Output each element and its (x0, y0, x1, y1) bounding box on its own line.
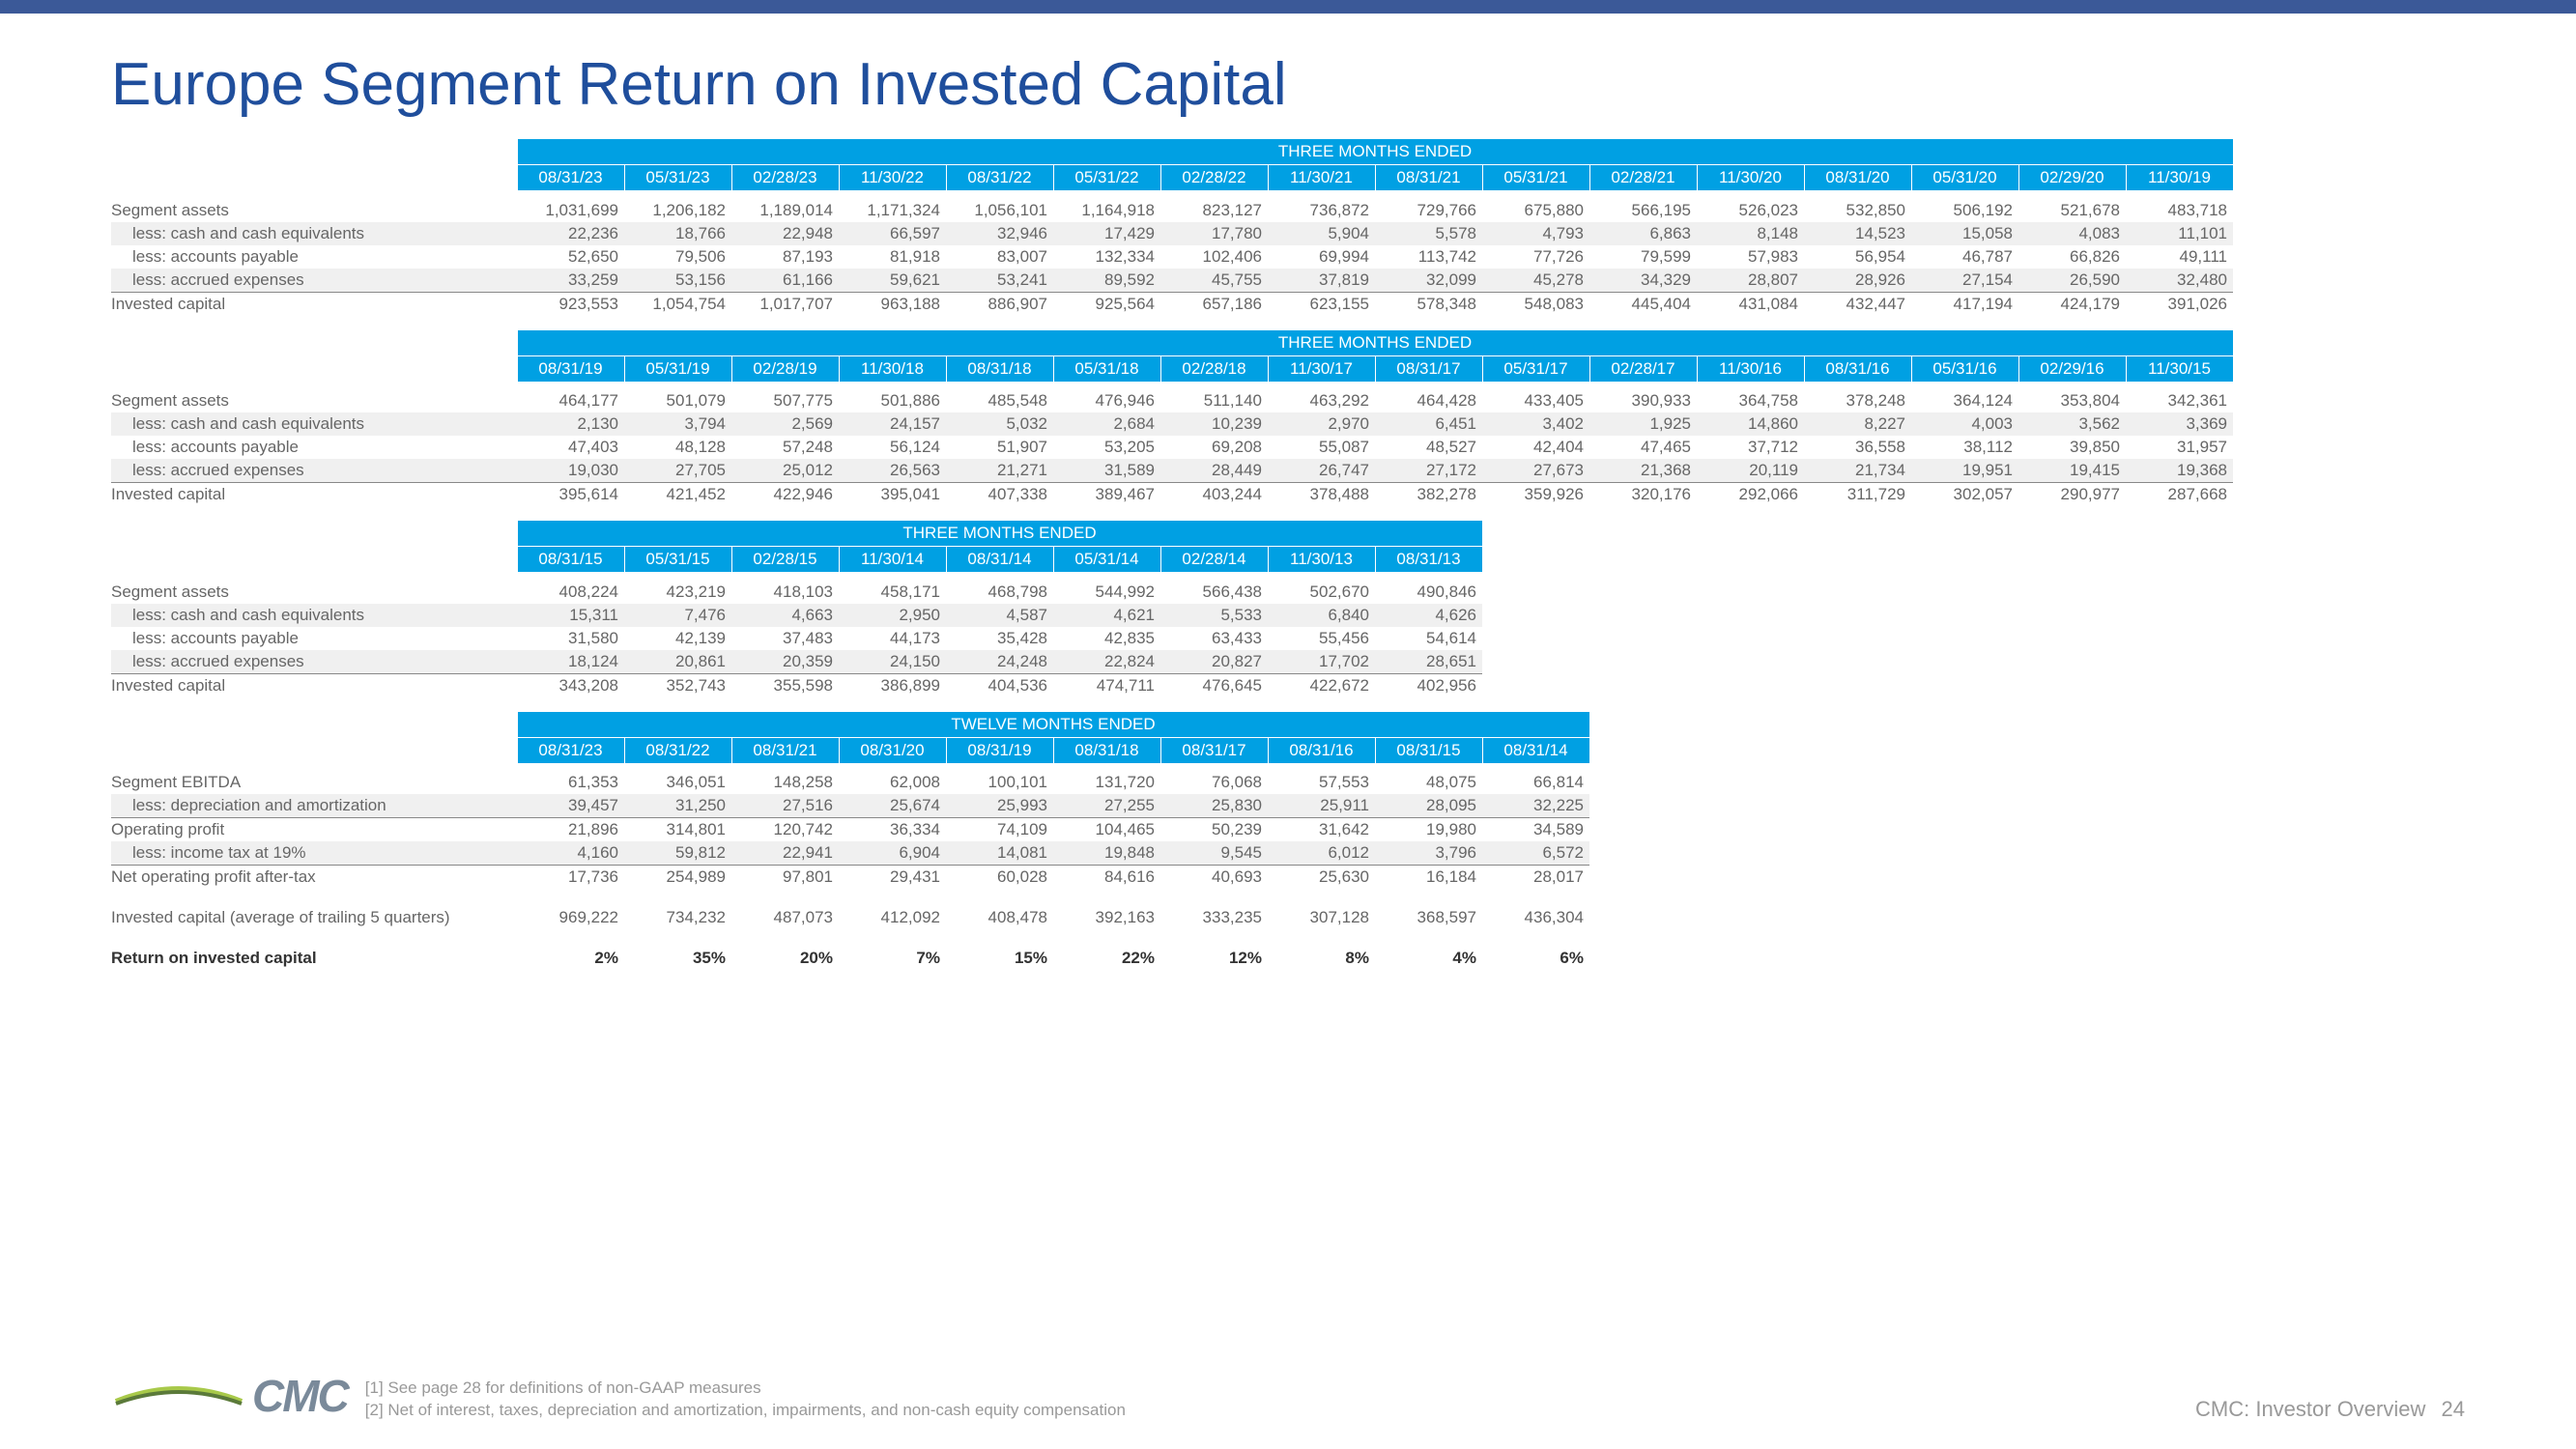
row-less-cash: less: cash and cash equivalents22,23618,… (111, 222, 2233, 245)
top-accent-bar (0, 0, 2576, 14)
table4-wrap: TWELVE MONTHS ENDED 08/31/2308/31/2208/3… (111, 711, 2465, 971)
row-operating-profit: Operating profit21,896314,801120,74236,3… (111, 818, 1589, 842)
row-segment-assets: Segment assets464,177501,079507,775501,8… (111, 389, 2233, 412)
row-nop-after-tax: Net operating profit after-tax17,736254,… (111, 866, 1589, 890)
table1-wrap: THREE MONTHS ENDED 08/31/2305/31/2302/28… (111, 138, 2465, 316)
table3-period-header: THREE MONTHS ENDED (517, 521, 1482, 547)
row-less-cash: less: cash and cash equivalents15,3117,4… (111, 604, 1482, 627)
row-segment-ebitda: Segment EBITDA61,353346,051148,25862,008… (111, 771, 1589, 794)
row-invested-capital: Invested capital395,614421,452422,946395… (111, 483, 2233, 507)
row-ic-avg: Invested capital (average of trailing 5 … (111, 906, 1589, 929)
table1-dates-row: 08/31/2305/31/2302/28/2311/30/2208/31/22… (111, 165, 2233, 191)
row-invested-capital: Invested capital923,5531,054,7541,017,70… (111, 292, 2233, 316)
page-title: Europe Segment Return on Invested Capita… (111, 50, 2465, 119)
footnote-1: [1] See page 28 for definitions of non-G… (365, 1378, 1126, 1400)
row-less-cash: less: cash and cash equivalents2,1303,79… (111, 412, 2233, 436)
table2-period-header: THREE MONTHS ENDED (517, 329, 2233, 355)
row-less-da: less: depreciation and amortization39,45… (111, 794, 1589, 818)
row-less-accrued: less: accrued expenses33,25953,15661,166… (111, 269, 2233, 293)
table1-period-header: THREE MONTHS ENDED (517, 139, 2233, 165)
row-roic: Return on invested capital2%35%20%7%15%2… (111, 947, 1589, 970)
table3: THREE MONTHS ENDED 08/31/1505/31/1502/28… (111, 520, 1483, 697)
row-less-ap: less: accounts payable47,40348,12857,248… (111, 436, 2233, 459)
row-less-tax: less: income tax at 19%4,16059,81222,941… (111, 841, 1589, 866)
logo-text: CMC (252, 1370, 348, 1422)
table4: TWELVE MONTHS ENDED 08/31/2308/31/2208/3… (111, 711, 1590, 971)
footnote-2: [2] Net of interest, taxes, depreciation… (365, 1400, 1126, 1422)
table4-period-header: TWELVE MONTHS ENDED (517, 711, 1589, 737)
footer-right: CMC: Investor Overview 24 (2195, 1397, 2465, 1422)
table2: THREE MONTHS ENDED 08/31/1905/31/1902/28… (111, 329, 2234, 507)
row-less-ap: less: accounts payable31,58042,13937,483… (111, 627, 1482, 650)
row-less-ap: less: accounts payable52,65079,50687,193… (111, 245, 2233, 269)
row-segment-assets: Segment assets408,224423,219418,103458,1… (111, 581, 1482, 604)
table2-dates-row: 08/31/1905/31/1902/28/1911/30/1808/31/18… (111, 355, 2233, 382)
table3-wrap: THREE MONTHS ENDED 08/31/1505/31/1502/28… (111, 520, 2465, 697)
row-invested-capital: Invested capital343,208352,743355,598386… (111, 673, 1482, 697)
row-less-accrued: less: accrued expenses18,12420,86120,359… (111, 650, 1482, 674)
table2-wrap: THREE MONTHS ENDED 08/31/1905/31/1902/28… (111, 329, 2465, 507)
table4-dates-row: 08/31/2308/31/2208/31/2108/31/2008/31/19… (111, 737, 1589, 763)
logo-swoosh-icon (111, 1384, 246, 1407)
footer: CMC [1] See page 28 for definitions of n… (111, 1370, 2465, 1422)
footnotes: [1] See page 28 for definitions of non-G… (365, 1378, 1126, 1422)
row-segment-assets: Segment assets1,031,6991,206,1821,189,01… (111, 199, 2233, 222)
footer-caption: CMC: Investor Overview (2195, 1397, 2425, 1421)
logo: CMC (111, 1370, 348, 1422)
page-number: 24 (2442, 1397, 2465, 1421)
table1: THREE MONTHS ENDED 08/31/2305/31/2302/28… (111, 138, 2234, 316)
table3-dates-row: 08/31/1505/31/1502/28/1511/30/1408/31/14… (111, 547, 1482, 573)
row-less-accrued: less: accrued expenses19,03027,70525,012… (111, 459, 2233, 483)
